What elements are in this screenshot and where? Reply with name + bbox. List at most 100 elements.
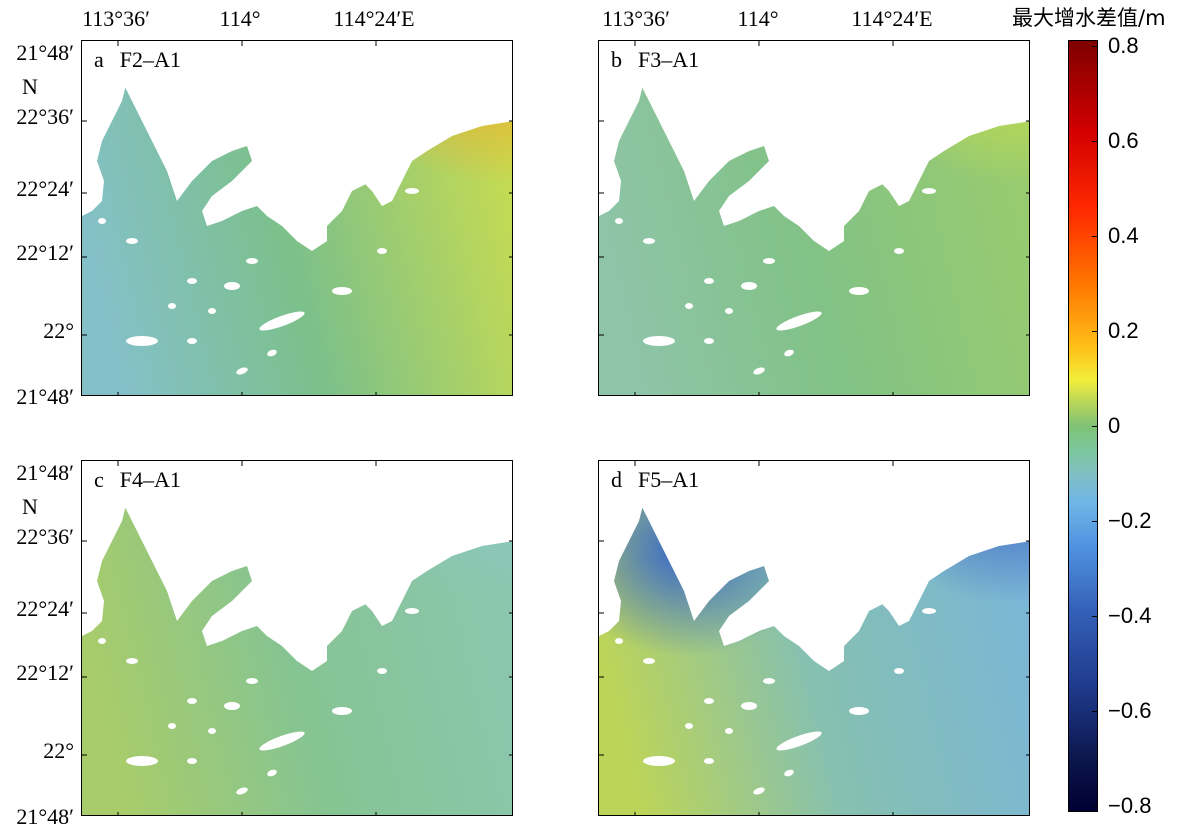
island	[685, 723, 693, 729]
island	[784, 769, 794, 777]
island	[224, 282, 240, 290]
island	[856, 552, 872, 560]
island	[432, 70, 452, 82]
island	[311, 657, 323, 665]
island	[753, 787, 765, 795]
island	[725, 308, 733, 314]
island	[246, 258, 258, 264]
island	[704, 338, 714, 344]
panel-title: F5–A1	[638, 467, 700, 492]
island	[246, 678, 258, 684]
island	[894, 668, 904, 674]
panel-title: F3–A1	[638, 47, 700, 72]
y-tick-label: 21°48′	[16, 384, 74, 409]
colorbar-tick	[1092, 141, 1098, 142]
island	[763, 678, 775, 684]
map-field	[599, 41, 1029, 395]
map-panel-b: b F3–A1	[598, 40, 1030, 396]
island	[849, 707, 869, 715]
land-mask	[82, 461, 512, 795]
island	[894, 248, 904, 254]
colorbar-tick	[1092, 616, 1098, 617]
island	[615, 638, 623, 644]
y-tick-label: 22°	[43, 738, 74, 763]
land-area	[142, 41, 512, 206]
north-label: N	[22, 74, 38, 99]
y-tick-label: 21°48′	[16, 460, 74, 485]
island	[126, 756, 158, 766]
land-area	[82, 461, 127, 636]
map-field	[82, 41, 512, 395]
island	[922, 188, 936, 194]
map-field	[599, 461, 1029, 815]
colorbar-tick-label: 0.8	[1108, 33, 1139, 58]
y-tick-label: 22°24′	[16, 176, 74, 201]
y-tick-label: 21°48′	[16, 804, 74, 829]
map-panel-a: a F2–A1	[81, 40, 513, 396]
island	[236, 367, 248, 375]
y-tick-label: 22°36′	[16, 104, 74, 129]
land-area	[659, 41, 1029, 206]
panel-letter: c	[94, 467, 104, 492]
island	[849, 287, 869, 295]
map-panel-c: c F4–A1	[81, 460, 513, 816]
land-area	[82, 41, 127, 216]
island	[763, 258, 775, 264]
island	[208, 308, 216, 314]
land-area	[142, 461, 512, 626]
island	[224, 702, 240, 710]
island	[267, 349, 277, 357]
island	[405, 188, 419, 194]
island	[643, 756, 675, 766]
island	[168, 723, 176, 729]
island	[236, 787, 248, 795]
axis-ticks	[82, 461, 512, 815]
island	[126, 658, 138, 664]
island	[187, 698, 197, 704]
island	[949, 490, 969, 502]
island	[259, 731, 305, 751]
island	[405, 608, 419, 614]
island	[259, 311, 305, 331]
panel-letter: d	[611, 467, 622, 492]
north-label: N	[22, 494, 38, 519]
island	[377, 668, 387, 674]
colorbar-tick	[1092, 236, 1098, 237]
colorbar-tick-label: 0	[1108, 413, 1121, 438]
land-mask	[599, 461, 1029, 795]
land-mask	[82, 41, 512, 375]
x-tick-label: 114°24′E	[851, 6, 933, 31]
island	[98, 218, 106, 224]
island	[267, 769, 277, 777]
colorbar-tick-label: −0.6	[1108, 698, 1152, 723]
island	[643, 336, 675, 346]
land-area	[599, 461, 644, 636]
panel-title: F4–A1	[119, 467, 181, 492]
island	[704, 758, 714, 764]
island	[685, 303, 693, 309]
colorbar-tick-label: −0.4	[1108, 603, 1152, 628]
y-tick-label: 21°48′	[16, 40, 74, 65]
x-tick-label: 114°	[219, 6, 261, 31]
land-area	[599, 41, 644, 216]
colorbar-tick-label: −0.8	[1108, 793, 1152, 818]
island	[208, 728, 216, 734]
island	[332, 287, 352, 295]
island	[643, 658, 655, 664]
panel-letter: b	[611, 47, 622, 72]
island	[432, 490, 452, 502]
island	[828, 657, 840, 665]
island	[704, 698, 714, 704]
land-area	[659, 461, 1029, 626]
island	[856, 132, 872, 140]
island	[828, 237, 840, 245]
axis-ticks	[82, 41, 512, 395]
island	[643, 238, 655, 244]
map-panel-d: d F5–A1	[598, 460, 1030, 816]
y-tick-label: 22°24′	[16, 596, 74, 621]
island	[922, 608, 936, 614]
axis-ticks	[599, 461, 1029, 815]
island	[187, 338, 197, 344]
y-tick-label: 22°	[43, 318, 74, 343]
colorbar-tick-label: 0.2	[1108, 318, 1139, 343]
